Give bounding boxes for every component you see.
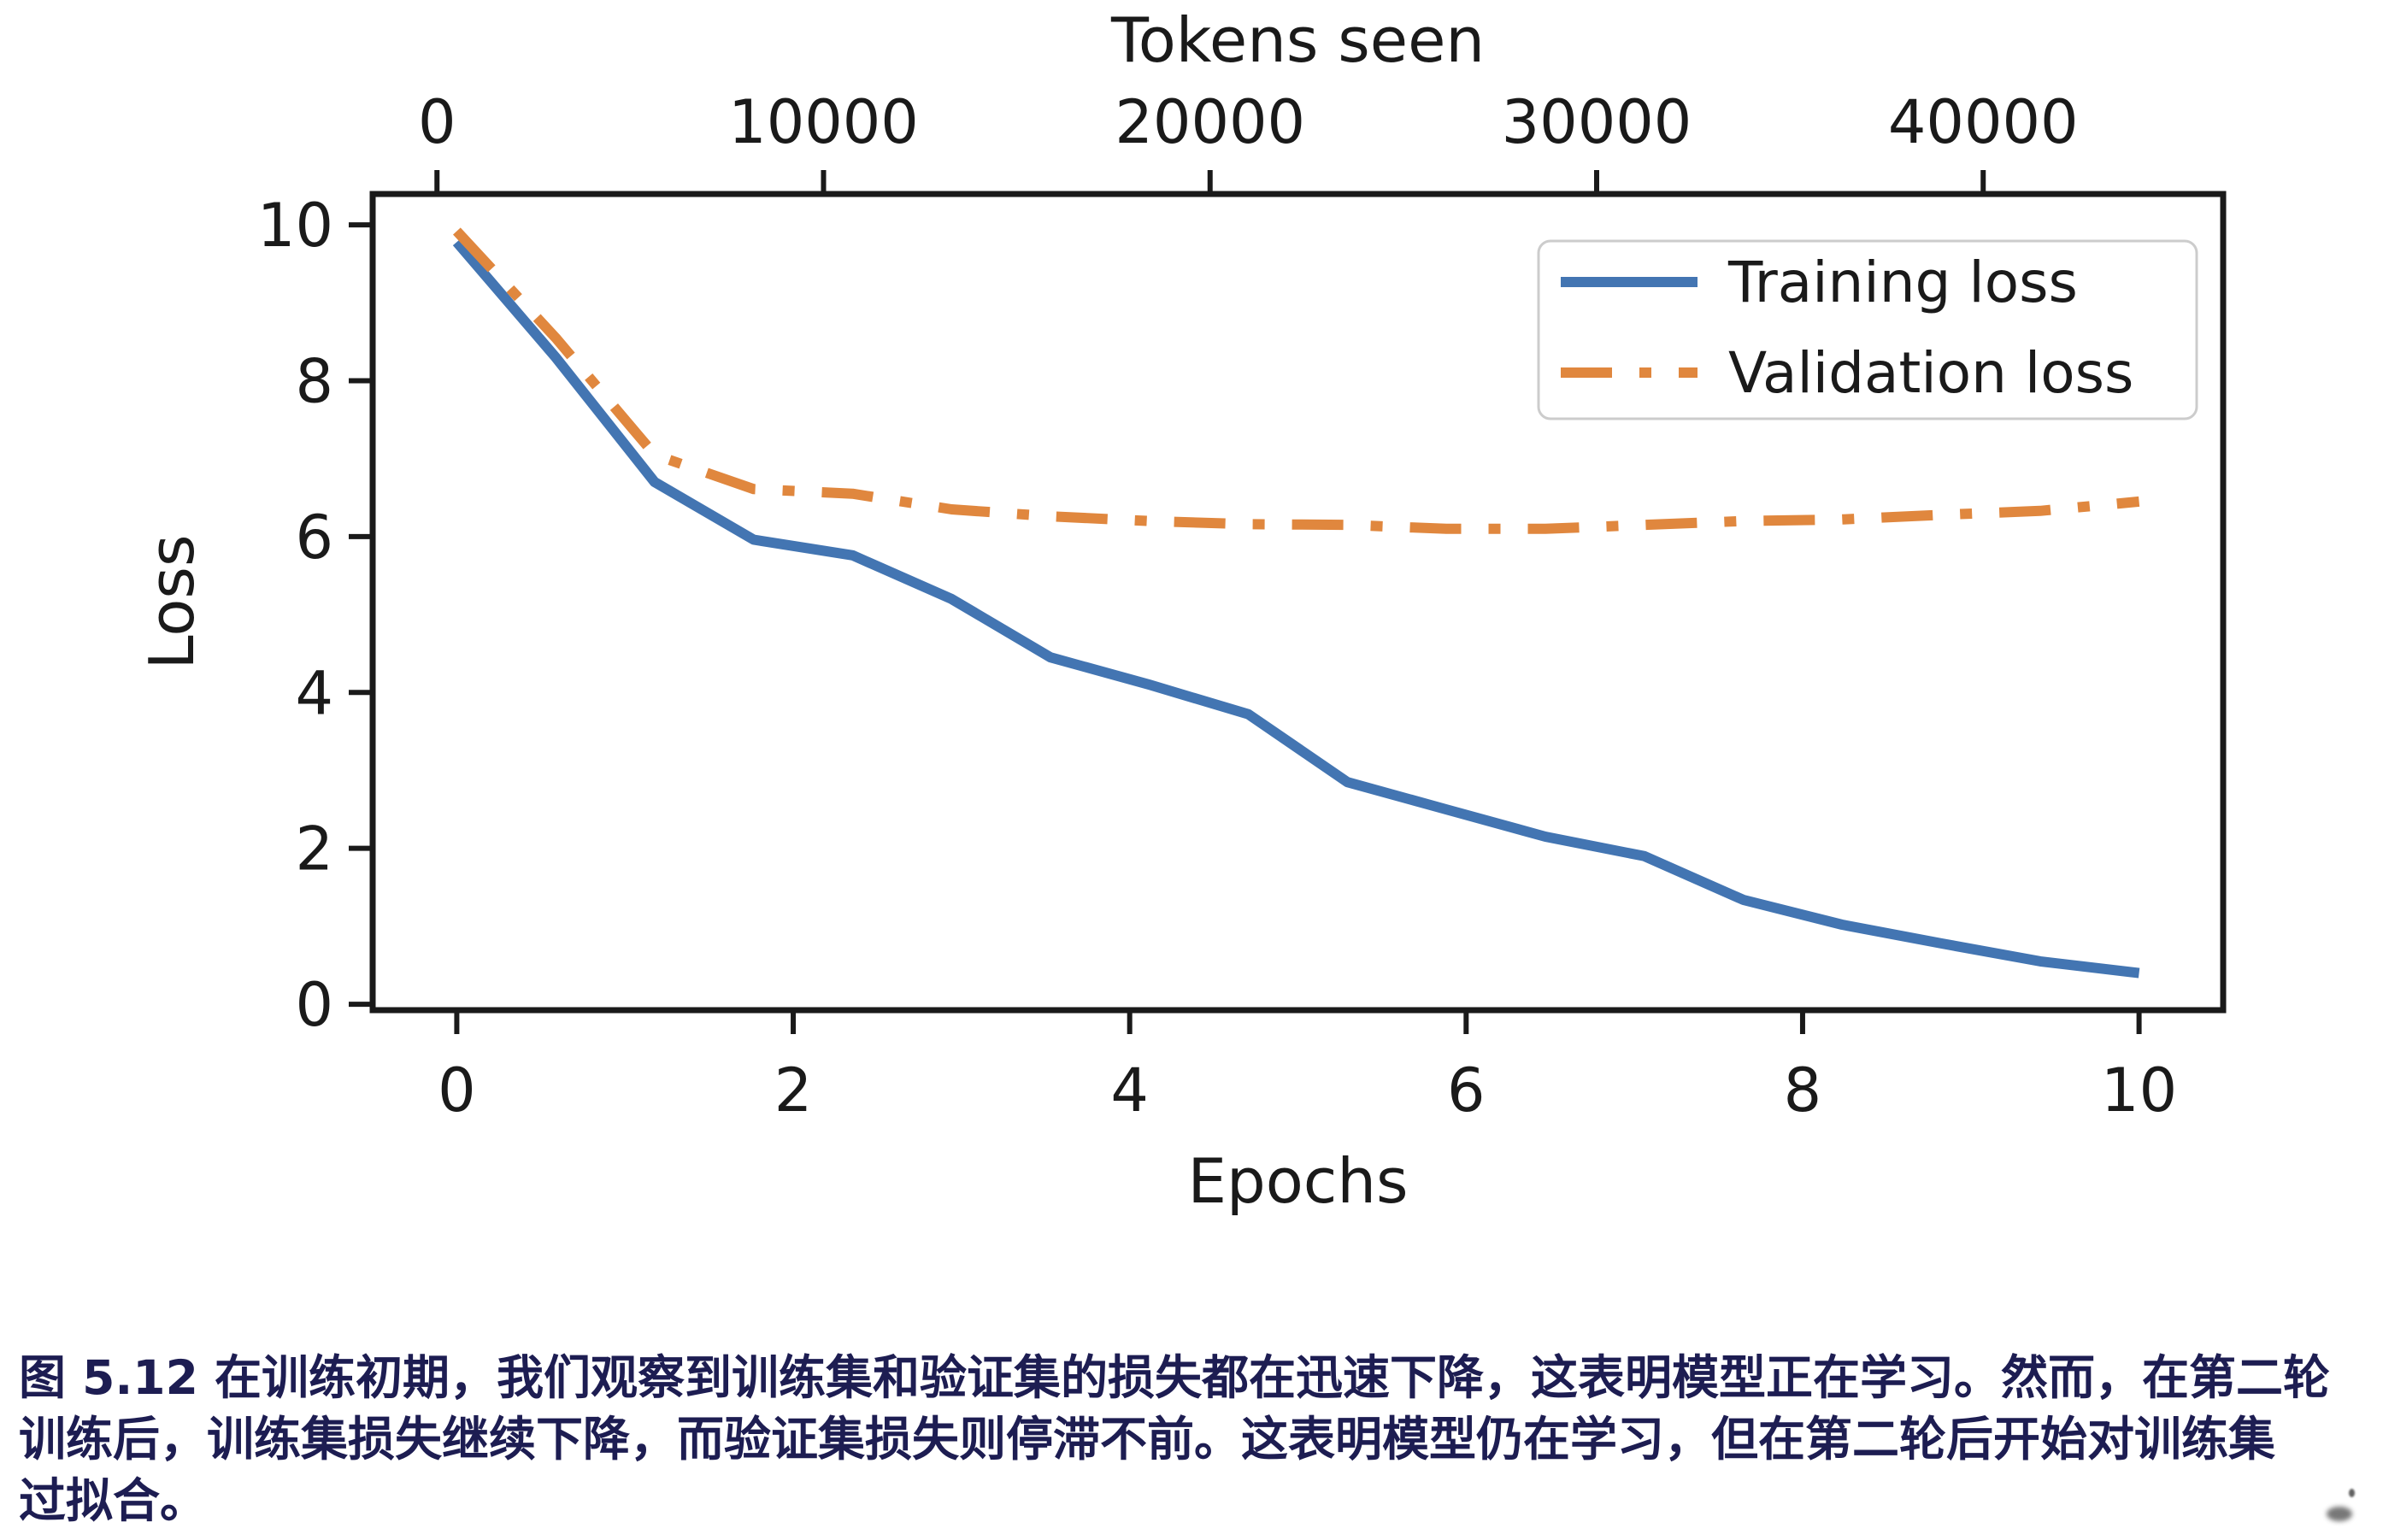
x-axis-tick-label: 10 [2101, 1055, 2177, 1126]
legend: Training loss Validation loss [1537, 239, 2198, 420]
y-axis-tick-label: 10 [257, 191, 333, 261]
loss-chart: 0 2 4 6 8 10 Epochs 0 10000 20000 30000 40000 Tokens… [136, 4, 2227, 1217]
x-axis-tick-label: 0 [438, 1055, 476, 1126]
top-axis-title: Tokens seen [1110, 4, 1485, 76]
top-axis-tick-label: 40000 [1888, 87, 2079, 157]
legend-training-label: Training loss [1727, 250, 2078, 315]
loss-chart-figure: 0 2 4 6 8 10 Epochs 0 10000 20000 30000 40000 Tokens… [136, 4, 2227, 1217]
top-axis-tick-label: 20000 [1115, 87, 1305, 157]
artifact-speck [2349, 1489, 2355, 1497]
legend-box [1537, 239, 2198, 420]
top-axis-tick-label: 10000 [728, 87, 919, 157]
top-axis-tick-label: 30000 [1502, 87, 1692, 157]
x-axis-tick-label: 2 [774, 1055, 813, 1126]
x-axis-tick-label: 8 [1784, 1055, 1822, 1126]
legend-validation-label: Validation loss [1728, 340, 2133, 406]
caption-line-2: 训练后，训练集损失继续下降，而验证集损失则停滞不前。这表明模型仍在学习，但在第二… [19, 1412, 2276, 1467]
x-axis-tick-label: 6 [1447, 1055, 1486, 1126]
top-axis-tick-label: 0 [418, 87, 456, 157]
artifact-smudge [2327, 1507, 2352, 1521]
figure-caption: 图 5.12 在训练初期，我们观察到训练集和验证集的损失都在迅速下降，这表明模型… [19, 1347, 2364, 1531]
y-axis-tick-label: 0 [295, 970, 333, 1040]
validation-loss-line [452, 227, 2140, 534]
x-axis-tick-label: 4 [1110, 1055, 1149, 1126]
training-loss-line [452, 238, 2140, 979]
caption-line-1: 图 5.12 在训练初期，我们观察到训练集和验证集的损失都在迅速下降，这表明模型… [19, 1350, 2330, 1405]
y-axis-tick-label: 8 [295, 347, 333, 417]
y-axis-tick-label: 6 [295, 503, 333, 573]
y-axis-title: Loss [136, 535, 208, 670]
y-axis-tick-label: 2 [295, 814, 333, 885]
x-axis-title: Epochs [1188, 1145, 1409, 1217]
caption-line-3: 过拟合。 [19, 1473, 208, 1528]
plot-frame [369, 191, 2227, 1014]
y-axis-tick-label: 4 [295, 658, 333, 728]
